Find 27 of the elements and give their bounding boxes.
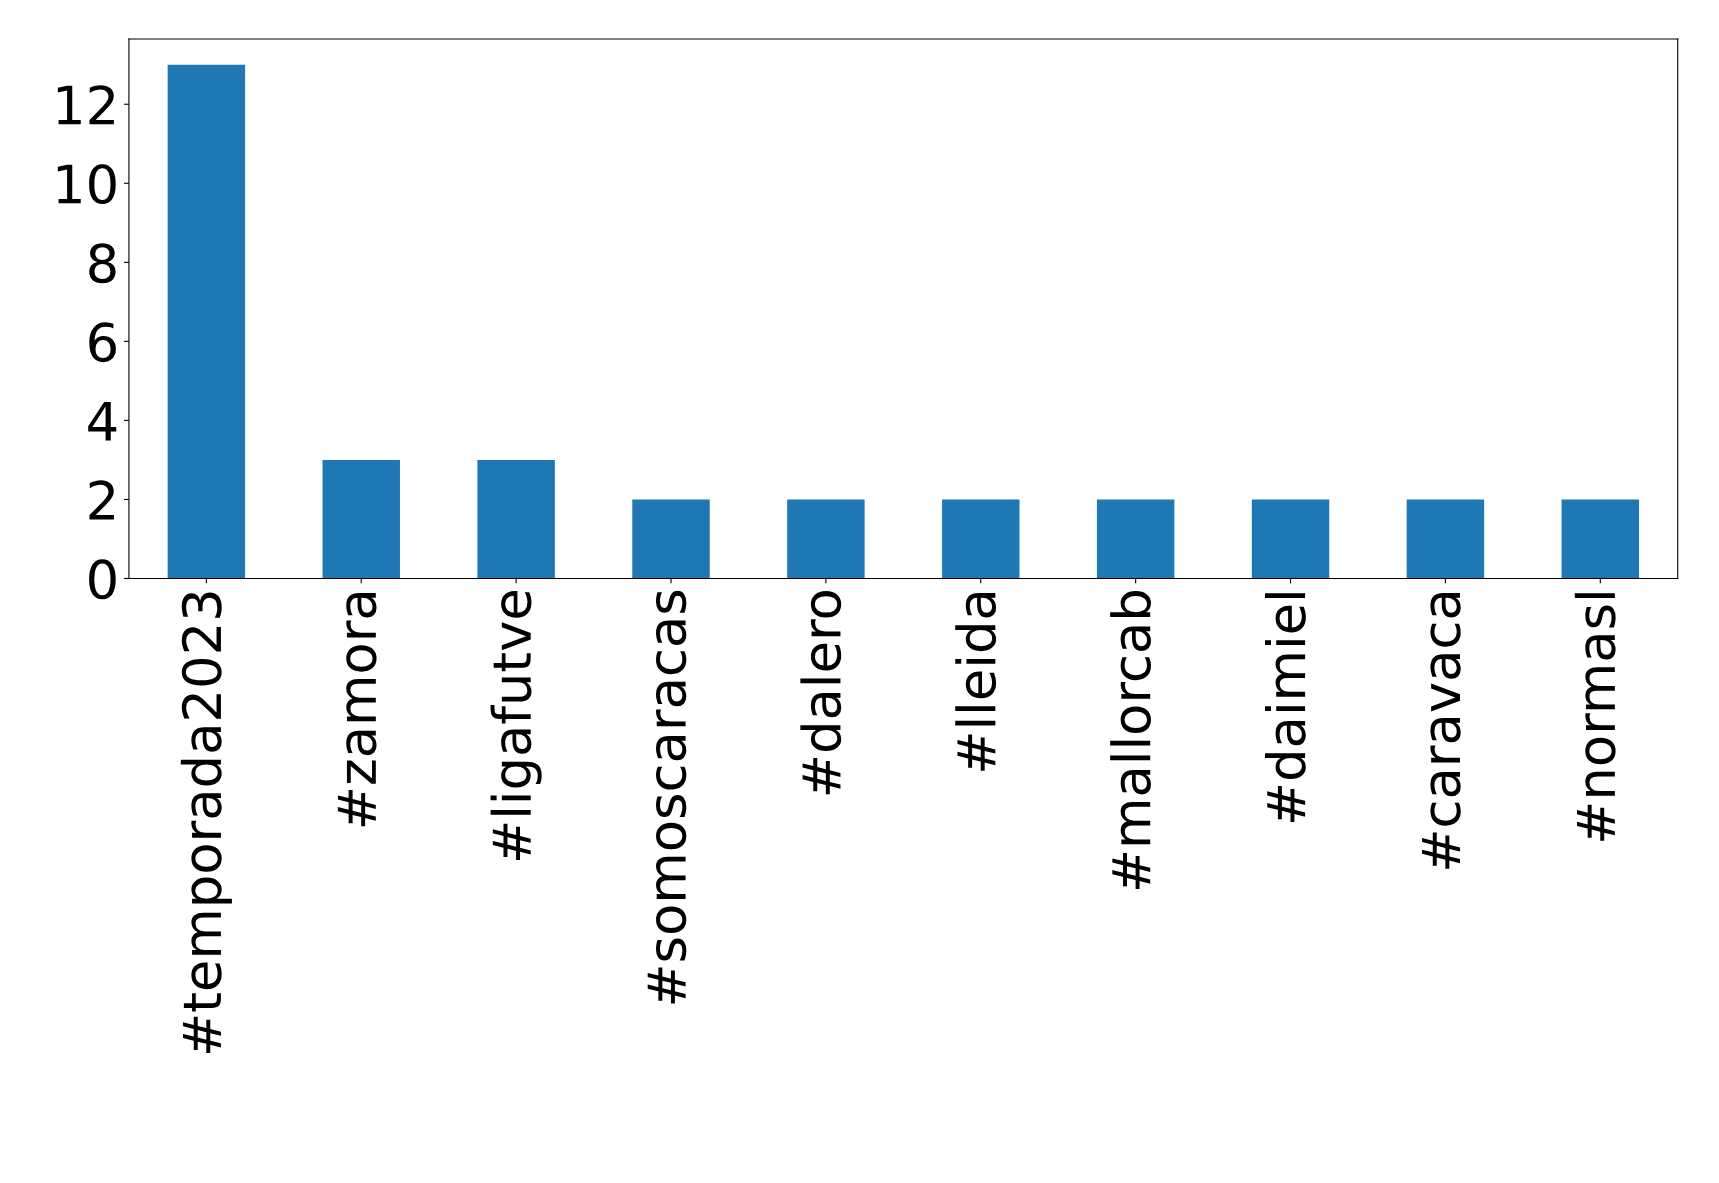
- x-tick-label: #temporada2023: [180, 592, 232, 1053]
- bar: [787, 499, 865, 579]
- x-tick-label: #dalero: [800, 591, 842, 795]
- bar: [1561, 499, 1640, 579]
- bar: [477, 459, 555, 579]
- x-tick-label: #zamora: [337, 593, 377, 827]
- bar: [942, 499, 1020, 579]
- x-tick-label: #mallorcab: [1110, 591, 1151, 890]
- x-tick-label: #caravaca: [1422, 593, 1461, 869]
- bar: [632, 499, 710, 579]
- x-tick-label: #somoscaracas: [647, 590, 687, 1004]
- y-tick-label: 2: [89, 480, 114, 520]
- x-tick-label: #lleida: [955, 593, 997, 771]
- bar: [1251, 499, 1330, 579]
- bar: [1406, 499, 1485, 579]
- y-tick-label: 12: [57, 85, 114, 125]
- y-tick-label: 0: [89, 559, 116, 600]
- bar: [322, 459, 400, 579]
- y-tick-label: 10: [57, 164, 116, 205]
- y-tick-label: 6: [89, 322, 116, 363]
- y-tick-label: 4: [88, 401, 117, 441]
- x-tick-label: #normasl: [1574, 593, 1616, 841]
- bar: [1096, 499, 1175, 579]
- x-tick-label: #daimiel: [1265, 593, 1306, 823]
- x-tick-label: #ligafutve: [490, 591, 542, 860]
- bar: [167, 64, 246, 579]
- y-tick-label: 8: [89, 243, 116, 284]
